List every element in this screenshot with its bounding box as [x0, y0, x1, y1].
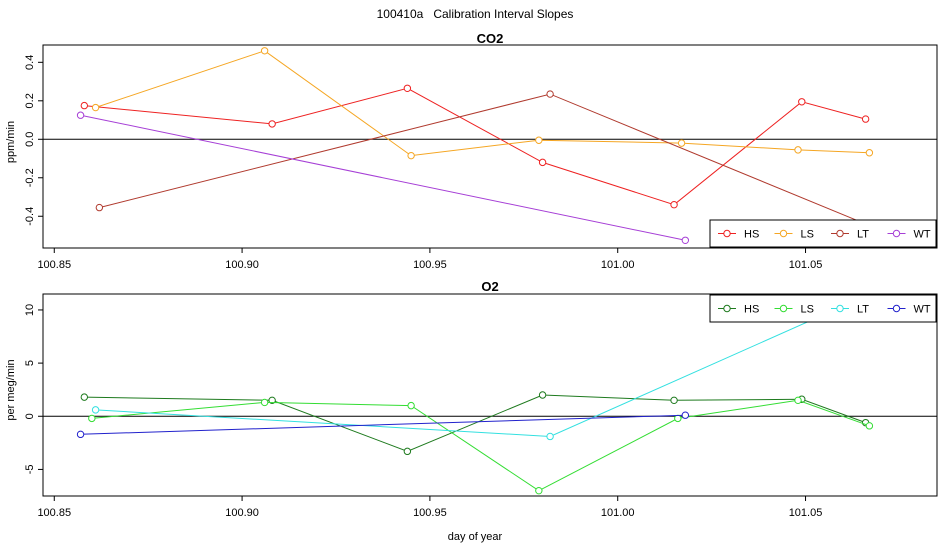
o2-legend-hs-label: HS	[744, 304, 759, 316]
o2-series-ls-point	[260, 398, 269, 407]
o2-series-wt-point	[76, 430, 85, 439]
co2-legend-hs-marker	[723, 229, 731, 238]
co2-series-lt-point	[546, 90, 554, 98]
co2-series-ls-point	[865, 149, 874, 157]
co2-y-tick-label: -0.2	[24, 168, 36, 187]
o2-x-tick-label: 100.95	[413, 507, 447, 519]
co2-x-tick-label: 101.05	[789, 259, 823, 271]
co2-series-ls-point	[794, 146, 802, 154]
o2-series-ls-point	[674, 414, 682, 423]
o2-series-ls-point	[407, 401, 415, 410]
co2-series-lt-point	[95, 203, 104, 212]
o2-legend: HS LS LT WT	[709, 294, 937, 323]
o2-title: O2	[481, 279, 498, 294]
co2-series-hs-point	[538, 158, 547, 167]
o2-x-tick-label: 101.05	[789, 507, 823, 519]
o2-legend-lt-label: LT	[857, 304, 869, 316]
o2-y-tick-label: 10	[24, 304, 36, 316]
o2-series-hs-point	[403, 447, 412, 456]
co2-legend-hs-label: HS	[744, 229, 759, 241]
co2-series-ls-point	[677, 139, 686, 147]
o2-series-ls-point	[865, 422, 874, 430]
co2-series-hs-line	[84, 87, 866, 206]
co2-series-ls-point	[91, 103, 100, 112]
o2-series-hs-point	[670, 396, 678, 405]
o2-series-ls-point	[535, 486, 543, 495]
o2-panel: O2 per meg/min day of year 100.85 100.90 1…	[5, 279, 938, 543]
co2-x-tick-label: 100.95	[413, 259, 447, 271]
co2-series-hs-point	[268, 120, 276, 128]
co2-series-hs-point	[861, 115, 870, 123]
figure-title: 100410a Calibration Interval Slopes	[377, 7, 574, 21]
co2-y-axis-label: ppm/min	[5, 121, 17, 163]
o2-series-wt-line	[80, 414, 686, 435]
o2-legend-wt-marker	[892, 304, 901, 313]
o2-x-tick-label: 100.90	[225, 507, 259, 519]
o2-series-hs-point	[268, 396, 276, 405]
o2-y-tick-label: -5	[24, 465, 36, 475]
co2-series-lt-line	[99, 93, 866, 225]
o2-legend-ls-label: LS	[801, 304, 814, 316]
o2-x-tick-label: 100.85	[37, 507, 71, 519]
o2-series-wt-point	[681, 411, 690, 419]
co2-series-hs-point	[403, 84, 412, 92]
o2-series-lt-point	[91, 406, 100, 414]
o2-series-hs-point	[538, 391, 547, 399]
co2-panel: CO2 ppm/min 100.85 100.90 100.95 101.00 101.…	[5, 31, 938, 271]
co2-legend-wt-marker	[892, 229, 901, 238]
o2-legend-wt-label: WT	[914, 304, 931, 316]
co2-title: CO2	[477, 31, 504, 46]
o2-legend-ls-marker	[779, 304, 788, 313]
co2-plot-frame	[42, 44, 938, 249]
co2-legend-lt-marker	[836, 229, 844, 238]
o2-series-hs-line	[84, 394, 866, 452]
co2-series-wt-point	[76, 111, 85, 119]
o2-x-tick-label: 101.00	[601, 507, 635, 519]
o2-legend-hs-marker	[723, 304, 731, 313]
co2-x-tick-label: 101.00	[601, 259, 635, 271]
co2-series-ls-point	[260, 47, 269, 55]
o2-series-ls-point	[88, 414, 96, 423]
co2-series-ls-point	[407, 151, 415, 160]
co2-y-tick-label: 0.4	[24, 55, 36, 70]
co2-y-tick-label: 0.0	[24, 132, 36, 147]
o2-series-lt-point	[546, 432, 554, 441]
co2-series-hs-point	[670, 201, 678, 209]
o2-series-hs-point	[80, 393, 89, 401]
o2-legend-lt-marker	[836, 304, 844, 313]
co2-legend-ls-marker	[779, 229, 788, 238]
co2-series-hs-point	[80, 101, 89, 110]
co2-legend-wt-label: WT	[914, 229, 931, 241]
co2-legend: HS LS LT WT	[709, 219, 937, 248]
o2-y-tick-label: 5	[24, 360, 36, 366]
o2-series-ls-line	[91, 399, 870, 492]
o2-y-tick-label: 0	[24, 413, 36, 419]
co2-plot-area	[76, 47, 874, 245]
co2-series-ls-point	[535, 136, 543, 144]
co2-legend-lt-label: LT	[857, 229, 869, 241]
co2-series-wt-line	[80, 114, 686, 241]
co2-y-tick-label: -0.4	[24, 207, 36, 226]
co2-x-tick-label: 100.85	[37, 259, 71, 271]
o2-y-axis-label: per meg/min	[5, 359, 17, 420]
o2-plot-frame	[42, 293, 938, 497]
o2-x-axis-label: day of year	[448, 531, 503, 543]
o2-series-ls-point	[794, 396, 802, 405]
co2-series-ls-line	[95, 50, 870, 157]
co2-series-wt-point	[681, 236, 690, 245]
co2-series-hs-point	[798, 98, 806, 106]
co2-legend-ls-label: LS	[801, 229, 814, 241]
o2-plot-area	[76, 294, 874, 495]
co2-y-tick-label: 0.2	[24, 93, 36, 108]
co2-x-tick-label: 100.90	[225, 259, 259, 271]
